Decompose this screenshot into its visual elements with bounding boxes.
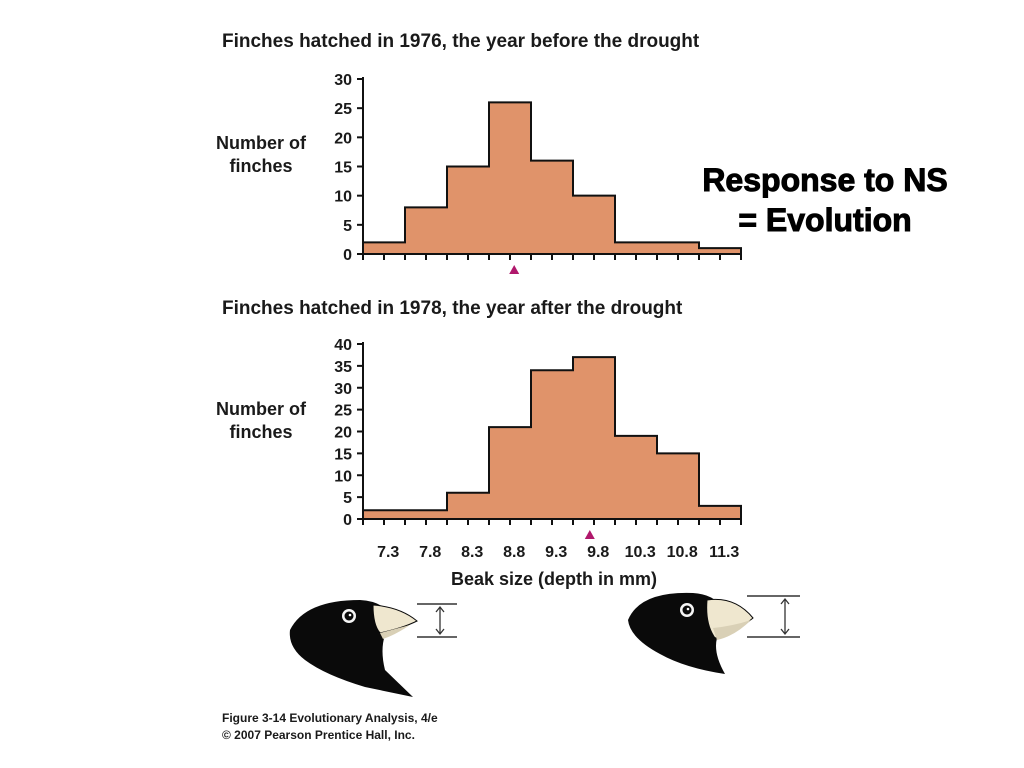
y-tick-label: 0 — [343, 512, 352, 529]
y-tick-label: 10 — [334, 189, 352, 206]
histogram-bar — [405, 510, 447, 519]
histogram-bar — [573, 357, 615, 519]
chart-1976-ylabel: Number of finches — [216, 133, 306, 176]
y-tick-label: 15 — [334, 160, 352, 177]
y-tick-label: 0 — [343, 247, 352, 264]
chart-1976-histogram: 0 5 10 15 20 25 30 — [334, 72, 742, 274]
chart-1978-histogram: 0 5 10 15 20 25 30 35 40 7.3 7.8 8.3 8.8 9.3 9.8 10.3 10… — [334, 337, 742, 561]
y-tick-label: 15 — [334, 446, 352, 463]
mean-marker — [509, 265, 520, 274]
histogram-bar — [405, 207, 447, 254]
histogram-bar — [489, 102, 531, 254]
histogram-bar — [699, 505, 741, 519]
histogram-bar — [615, 242, 657, 254]
histogram-bar — [657, 453, 699, 519]
headline: Response to NS = Evolution — [660, 160, 990, 240]
finch-head-small-beak-icon — [289, 600, 457, 697]
histogram-bar — [363, 510, 405, 519]
figure-caption: Figure 3-14 Evolutionary Analysis, 4/e — [222, 711, 438, 725]
finch-head-large-beak-icon — [628, 592, 800, 674]
chart-1978-xlabel: Beak size (depth in mm) — [451, 569, 658, 589]
x-tick-label: 11.3 — [709, 544, 739, 561]
histogram-bar — [447, 166, 489, 254]
x-tick-label: 8.8 — [503, 544, 525, 561]
headline-line-2: = Evolution — [738, 202, 912, 239]
y-tick-label: 35 — [334, 359, 352, 376]
histogram-bar — [447, 492, 489, 519]
y-tick-label: 5 — [343, 490, 352, 507]
x-tick-label: 8.3 — [461, 544, 483, 561]
x-tick-label: 9.8 — [587, 544, 609, 561]
mean-marker — [584, 530, 595, 539]
histogram-bar — [615, 435, 657, 519]
copyright-caption: © 2007 Pearson Prentice Hall, Inc. — [222, 728, 415, 742]
x-tick-label: 9.3 — [545, 544, 567, 561]
y-tick-label: 20 — [334, 425, 352, 442]
histogram-bar — [363, 242, 405, 254]
headline-line-1: Response to NS — [702, 162, 948, 199]
y-tick-label: 30 — [334, 381, 352, 398]
y-tick-label: 30 — [334, 72, 352, 89]
x-tick-label: 10.8 — [667, 544, 698, 561]
x-tick-label: 10.3 — [625, 544, 656, 561]
histogram-bar — [531, 160, 573, 254]
histogram-outline — [362, 101, 742, 254]
x-tick-label: 7.3 — [377, 544, 399, 561]
histogram-outline — [362, 356, 742, 519]
y-tick-label: 25 — [334, 403, 352, 420]
x-tick-label: 7.8 — [419, 544, 441, 561]
y-tick-label: 5 — [343, 218, 352, 235]
histogram-bar — [531, 370, 573, 519]
y-tick-label: 25 — [334, 101, 352, 118]
histogram-bar — [657, 242, 699, 254]
histogram-bar — [573, 195, 615, 254]
chart-1976-title: Finches hatched in 1976, the year before… — [222, 31, 700, 52]
histogram-bar — [489, 427, 531, 519]
y-tick-label: 20 — [334, 130, 352, 147]
y-tick-label: 40 — [334, 337, 352, 354]
y-tick-label: 10 — [334, 468, 352, 485]
histogram-bar — [699, 248, 741, 254]
chart-1978-title: Finches hatched in 1978, the year after … — [222, 298, 683, 319]
chart-1978-ylabel: Number of finches — [216, 399, 306, 442]
